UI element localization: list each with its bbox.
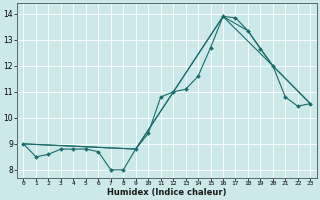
X-axis label: Humidex (Indice chaleur): Humidex (Indice chaleur) (107, 188, 227, 197)
